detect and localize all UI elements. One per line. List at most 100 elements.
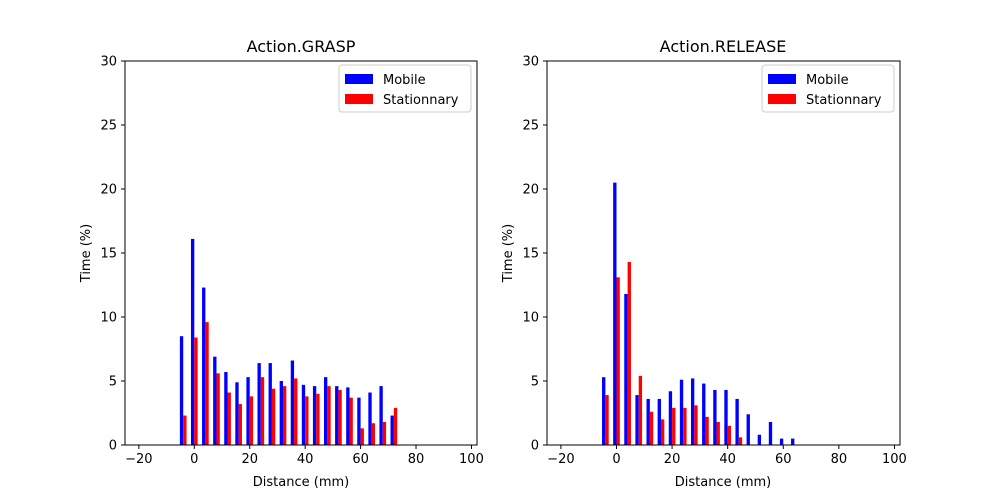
grasp-bars <box>179 238 398 445</box>
release-bar-stationnary-3 <box>638 375 643 445</box>
grasp-bar-mobile-16 <box>357 397 361 445</box>
release-legend-swatch-mobile <box>768 74 796 84</box>
grasp-bar-mobile-8 <box>268 363 272 445</box>
release-panel: Action.RELEASE Distance (mm) Time (%) −2… <box>501 37 907 490</box>
grasp-bar-mobile-7 <box>257 363 261 445</box>
release-legend-swatch-stationnary <box>768 94 796 104</box>
grasp-bar-mobile-12 <box>312 386 317 445</box>
grasp-ticks: −20 0 20 40 60 80 100 0 5 10 15 20 25 30 <box>100 55 483 468</box>
release-x-axis-label: Distance (mm) <box>675 475 771 490</box>
grasp-bar-mobile-5 <box>235 382 239 445</box>
grasp-legend-label-stationnary: Stationnary <box>383 93 459 108</box>
release-bar-mobile-0 <box>602 377 606 445</box>
grasp-bar-stationnary-11 <box>305 396 309 445</box>
grasp-bar-stationnary-18 <box>382 421 387 445</box>
release-y-tick-label: 5 <box>531 375 539 390</box>
release-x-tick-label: 80 <box>831 452 848 467</box>
grasp-legend-swatch-stationnary <box>345 94 373 104</box>
release-ticks: −20 0 20 40 60 80 100 0 5 10 15 20 25 30 <box>522 55 906 468</box>
grasp-plot-frame <box>124 60 478 446</box>
release-bar-mobile-5 <box>657 398 661 445</box>
grasp-bar-mobile-3 <box>213 356 217 445</box>
grasp-bar-mobile-15 <box>346 387 350 445</box>
release-bar-stationnary-8 <box>694 405 698 445</box>
grasp-bar-mobile-6 <box>246 377 250 445</box>
release-bar-mobile-12 <box>735 398 739 445</box>
release-bar-mobile-15 <box>768 421 773 445</box>
release-bar-stationnary-10 <box>716 421 720 445</box>
grasp-y-tick-label: 0 <box>109 439 117 454</box>
release-bar-mobile-9 <box>702 383 706 445</box>
release-bar-mobile-17 <box>791 438 795 445</box>
release-x-tick-label: 40 <box>719 452 736 467</box>
release-x-tick-label: 0 <box>612 452 620 467</box>
release-x-tick-label: −20 <box>547 452 574 467</box>
release-bar-mobile-13 <box>746 414 750 445</box>
grasp-bar-mobile-0 <box>179 336 184 445</box>
grasp-y-tick-label: 25 <box>100 119 117 134</box>
grasp-bar-mobile-13 <box>324 377 328 445</box>
grasp-legend-swatch-mobile <box>345 74 373 84</box>
grasp-bar-stationnary-6 <box>249 396 254 445</box>
grasp-bar-stationnary-4 <box>227 392 231 445</box>
release-y-axis-label: Time (%) <box>501 224 516 283</box>
grasp-y-tick-label: 20 <box>100 183 117 198</box>
release-bar-mobile-16 <box>779 438 784 445</box>
grasp-legend-label-mobile: Mobile <box>383 73 426 88</box>
grasp-bar-stationnary-15 <box>349 397 353 445</box>
grasp-x-tick-label: −20 <box>125 452 152 467</box>
release-bar-stationnary-7 <box>683 407 687 445</box>
grasp-y-tick-label: 10 <box>100 311 117 326</box>
release-legend-label-stationnary: Stationnary <box>806 93 882 108</box>
release-bar-stationnary-12 <box>738 437 743 445</box>
release-bar-mobile-10 <box>713 389 717 445</box>
grasp-bar-stationnary-1 <box>194 337 198 445</box>
grasp-y-tick-label: 15 <box>100 247 117 262</box>
release-legend-label-mobile: Mobile <box>806 73 849 88</box>
grasp-bar-mobile-4 <box>224 372 228 445</box>
release-bar-stationnary-11 <box>727 425 732 445</box>
grasp-bar-stationnary-10 <box>294 378 298 445</box>
release-bar-mobile-4 <box>646 398 650 445</box>
grasp-bar-stationnary-17 <box>371 423 376 445</box>
grasp-bar-mobile-2 <box>202 287 206 445</box>
release-y-tick-label: 30 <box>522 55 539 70</box>
release-bar-mobile-2 <box>624 293 628 445</box>
release-bar-mobile-7 <box>679 379 684 445</box>
release-bar-mobile-6 <box>668 391 673 445</box>
release-title: Action.RELEASE <box>660 37 787 56</box>
release-bar-stationnary-6 <box>672 407 676 445</box>
grasp-bar-mobile-17 <box>368 392 372 445</box>
release-bar-stationnary-2 <box>627 261 631 445</box>
grasp-bar-stationnary-13 <box>327 386 331 445</box>
release-y-tick-label: 10 <box>522 311 539 326</box>
grasp-x-tick-label: 60 <box>352 452 369 467</box>
grasp-bar-stationnary-9 <box>282 386 287 445</box>
grasp-bar-stationnary-2 <box>205 322 209 445</box>
release-x-tick-label: 60 <box>775 452 792 467</box>
release-bar-stationnary-1 <box>616 277 620 445</box>
release-bar-stationnary-9 <box>705 416 709 445</box>
grasp-x-tick-label: 20 <box>241 452 258 467</box>
release-bar-stationnary-0 <box>605 395 609 445</box>
grasp-panel: Action.GRASP Distance (mm) Time (%) −20 0… <box>79 37 484 490</box>
grasp-x-tick-label: 100 <box>459 452 484 467</box>
release-y-tick-label: 0 <box>531 439 539 454</box>
grasp-bar-stationnary-19 <box>393 407 398 445</box>
grasp-legend: Mobile Stationnary <box>338 64 472 113</box>
release-bar-stationnary-4 <box>649 411 654 445</box>
grasp-bar-stationnary-7 <box>260 377 265 445</box>
release-bar-mobile-8 <box>690 378 695 445</box>
grasp-bar-mobile-11 <box>301 384 306 445</box>
release-bar-mobile-11 <box>724 389 728 445</box>
grasp-bar-mobile-1 <box>190 238 195 445</box>
grasp-bar-mobile-18 <box>379 386 383 445</box>
release-plot-frame <box>546 60 901 446</box>
grasp-x-axis-label: Distance (mm) <box>253 475 349 490</box>
release-y-tick-label: 25 <box>522 119 539 134</box>
release-bar-stationnary-5 <box>660 419 665 445</box>
release-y-tick-label: 20 <box>522 183 539 198</box>
grasp-bar-mobile-19 <box>390 415 394 445</box>
release-bar-mobile-3 <box>635 395 639 445</box>
